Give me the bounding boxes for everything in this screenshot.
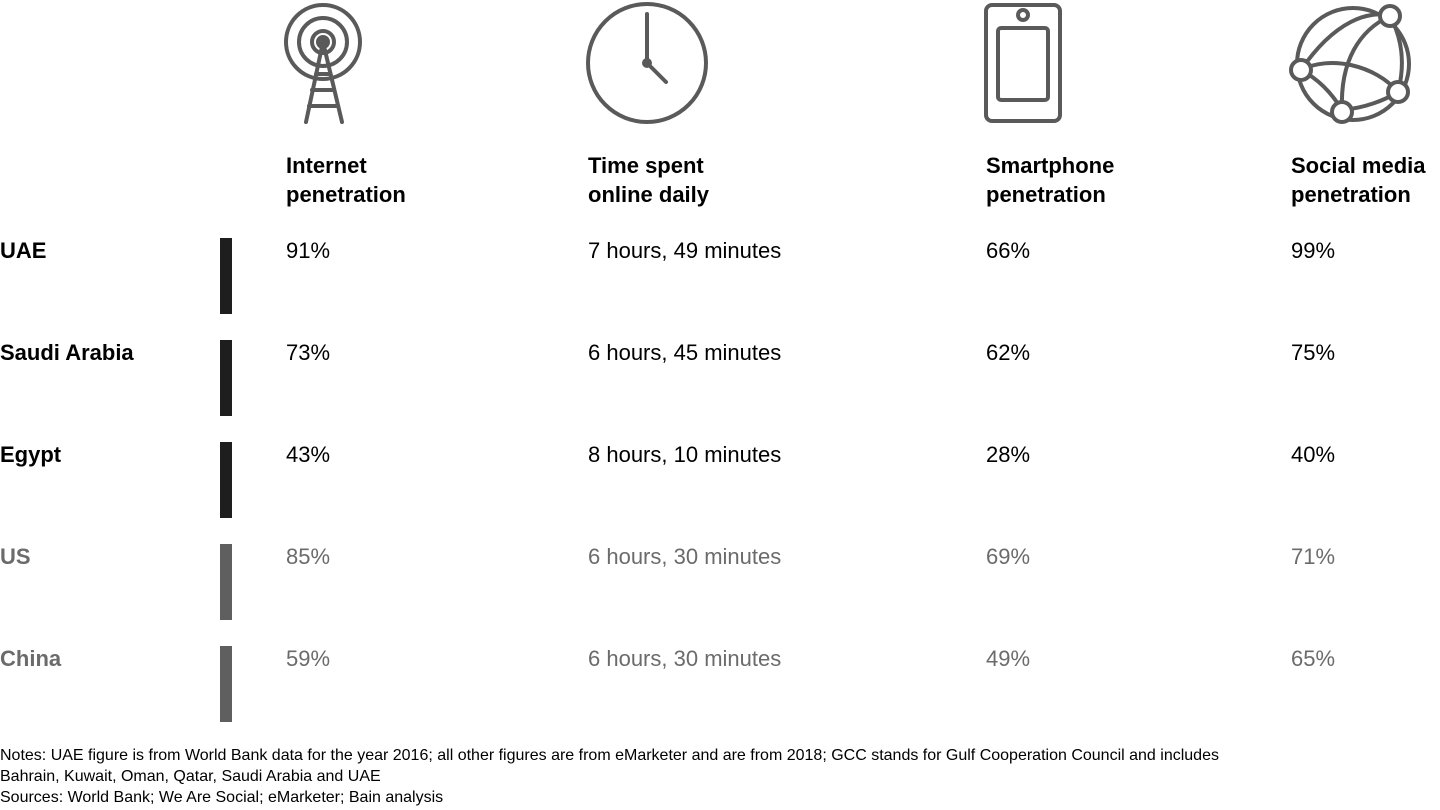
time-online-value: 6 hours, 45 minutes	[588, 340, 782, 365]
internet-penetration-value: 59%	[286, 646, 331, 671]
notes-text: Notes: UAE figure is from World Bank dat…	[0, 747, 1219, 764]
country-label: UAE	[0, 238, 47, 263]
internet-penetration-value: 73%	[286, 340, 331, 365]
table-row-china: China 59% 6 hours, 30 minutes 49% 65%	[0, 646, 1440, 726]
country-label: US	[0, 544, 31, 569]
internet-penetration-value: 85%	[286, 544, 331, 569]
row-indicator-bar	[220, 442, 232, 518]
time-online-value: 8 hours, 10 minutes	[588, 442, 782, 467]
row-indicator-bar	[220, 340, 232, 416]
column-header-social-media: Social media penetration	[1291, 151, 1426, 209]
time-online-value: 6 hours, 30 minutes	[588, 646, 782, 671]
antenna-tower-icon	[280, 2, 366, 128]
sources-text: Sources: World Bank; We Are Social; eMar…	[0, 789, 444, 806]
column-header-internet: Internet penetration	[286, 151, 406, 209]
social-media-penetration-value: 71%	[1291, 544, 1336, 569]
social-media-penetration-value: 65%	[1291, 646, 1336, 671]
column-header-line: penetration	[1291, 182, 1411, 207]
column-header-line: Time spent	[588, 153, 704, 178]
social-media-penetration-value: 40%	[1291, 442, 1336, 467]
country-label: Egypt	[0, 442, 62, 467]
column-header-line: penetration	[986, 182, 1106, 207]
time-online-value: 7 hours, 49 minutes	[588, 238, 782, 263]
row-indicator-bar	[220, 544, 232, 620]
country-label: China	[0, 646, 62, 671]
clock-icon	[584, 0, 710, 126]
smartphone-penetration-value: 66%	[986, 238, 1031, 263]
column-header-line: Social media	[1291, 153, 1426, 178]
smartphone-penetration-value: 62%	[986, 340, 1031, 365]
smartphone-icon	[983, 2, 1063, 124]
row-indicator-bar	[220, 238, 232, 314]
column-header-line: penetration	[286, 182, 406, 207]
column-header-line: Internet	[286, 153, 367, 178]
smartphone-penetration-value: 49%	[986, 646, 1031, 671]
smartphone-penetration-value: 69%	[986, 544, 1031, 569]
column-header-line: Smartphone	[986, 153, 1115, 178]
country-label: Saudi Arabia	[0, 340, 134, 365]
row-indicator-bar	[220, 646, 232, 722]
internet-penetration-value: 91%	[286, 238, 331, 263]
social-media-penetration-value: 99%	[1291, 238, 1336, 263]
table-row-uae: UAE 91% 7 hours, 49 minutes 66% 99%	[0, 238, 1440, 318]
table-row-egypt: Egypt 43% 8 hours, 10 minutes 28% 40%	[0, 442, 1440, 522]
smartphone-penetration-value: 28%	[986, 442, 1031, 467]
social-network-globe-icon	[1285, 0, 1415, 128]
column-header-smartphone: Smartphone penetration	[986, 151, 1114, 209]
column-header-time-online: Time spent online daily	[588, 151, 709, 209]
time-online-value: 6 hours, 30 minutes	[588, 544, 782, 569]
notes-text-continued: Bahrain, Kuwait, Oman, Qatar, Saudi Arab…	[0, 768, 381, 785]
table-row-us: US 85% 6 hours, 30 minutes 69% 71%	[0, 544, 1440, 624]
column-header-line: online daily	[588, 182, 710, 207]
social-media-penetration-value: 75%	[1291, 340, 1336, 365]
table-row-saudi-arabia: Saudi Arabia 73% 6 hours, 45 minutes 62%…	[0, 340, 1440, 420]
internet-penetration-value: 43%	[286, 442, 331, 467]
footnotes: Notes: UAE figure is from World Bank dat…	[0, 745, 1430, 808]
